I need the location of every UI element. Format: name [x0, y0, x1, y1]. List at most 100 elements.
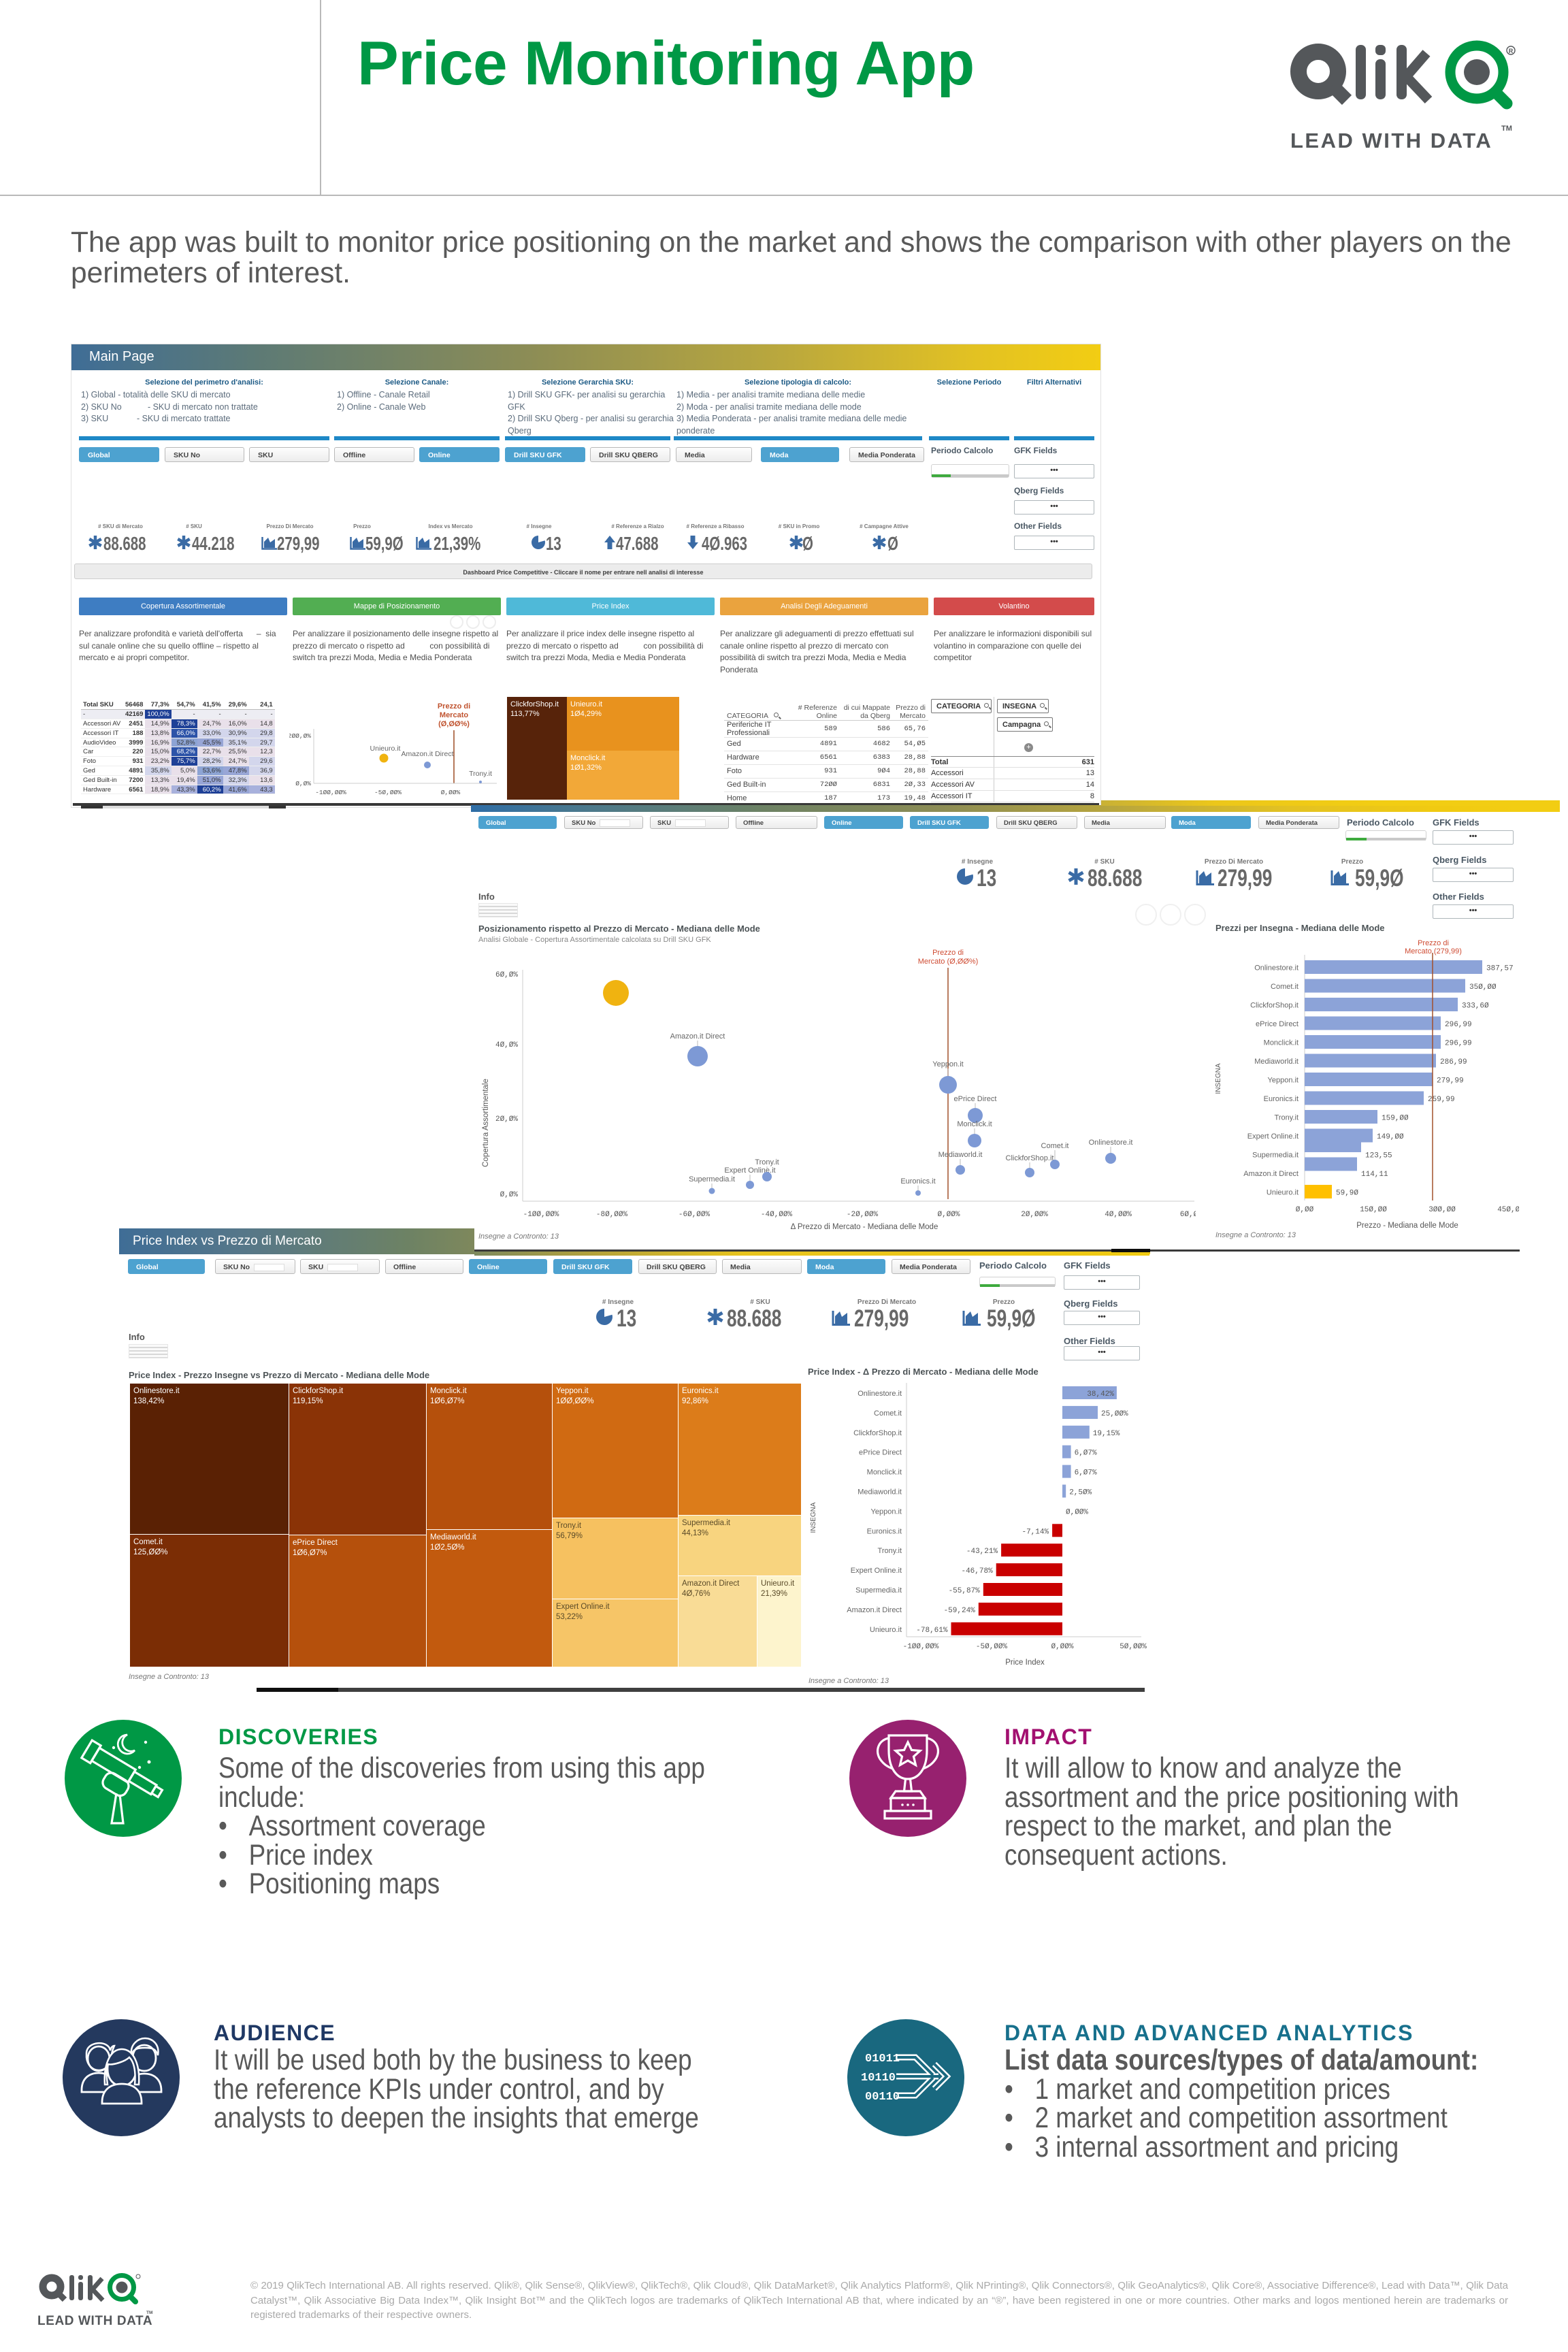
svg-text:Supermedia.it: Supermedia.it [1252, 1152, 1298, 1160]
svg-text:Ø,Ø%: Ø,Ø% [500, 1191, 519, 1199]
svg-text:4Ø,ØØ%: 4Ø,ØØ% [1105, 1211, 1132, 1219]
svg-text:114,11: 114,11 [1361, 1171, 1388, 1179]
svg-text:Mercato (279,99): Mercato (279,99) [1405, 947, 1462, 956]
svg-text:387,57: 387,57 [1486, 965, 1514, 973]
svg-text:4Ø,Ø%: 4Ø,Ø% [495, 1041, 518, 1049]
svg-text:Unieuro.it: Unieuro.it [370, 745, 401, 753]
svg-text:Amazon.it Direct: Amazon.it Direct [847, 1606, 902, 1614]
svg-text:-5Ø,ØØ%: -5Ø,ØØ% [976, 1643, 1008, 1651]
svg-text:Amazon.it Direct: Amazon.it Direct [1243, 1170, 1298, 1178]
svg-text:Trony.it: Trony.it [878, 1547, 902, 1555]
svg-text:Price Index: Price Index [1005, 1659, 1045, 1667]
svg-text:INSEGNA: INSEGNA [810, 1502, 817, 1533]
svg-text:Expert Online.it: Expert Online.it [1247, 1132, 1298, 1141]
svg-text:-2Ø,ØØ%: -2Ø,ØØ% [847, 1211, 879, 1219]
svg-text:Ø,ØØ%: Ø,ØØ% [1051, 1643, 1073, 1651]
svg-text:Mediaworld.it: Mediaworld.it [858, 1488, 902, 1497]
svg-text:2ØØ,Ø%: 2ØØ,Ø% [289, 732, 311, 740]
svg-text:-43,21%: -43,21% [966, 1548, 998, 1556]
svg-text:Onlinestore.it: Onlinestore.it [1254, 964, 1298, 973]
svg-text:Prezzo di: Prezzo di [1418, 939, 1449, 947]
svg-text:10110: 10110 [861, 2072, 896, 2085]
svg-text:6Ø,Ø: 6Ø,Ø [1180, 1211, 1196, 1219]
svg-text:296,99: 296,99 [1445, 1040, 1472, 1048]
svg-text:TM: TM [146, 2310, 152, 2315]
svg-text:-78,61%: -78,61% [916, 1627, 948, 1635]
svg-text:Prezzi per Insegna - Mediana d: Prezzi per Insegna - Mediana delle Mode [1215, 923, 1385, 933]
svg-text:2Ø,Ø%: 2Ø,Ø% [495, 1115, 518, 1124]
svg-text:Monclick.it: Monclick.it [1264, 1039, 1298, 1047]
svg-text:2Ø,ØØ%: 2Ø,ØØ% [1021, 1211, 1048, 1219]
svg-text:38,42%: 38,42% [1087, 1390, 1114, 1399]
svg-text:3ØØ,ØØ: 3ØØ,ØØ [1428, 1206, 1456, 1214]
svg-text:Copertura Assortimentale: Copertura Assortimentale [482, 1079, 490, 1167]
svg-text:Onlinestore.it: Onlinestore.it [858, 1390, 902, 1398]
svg-text:Insegne a Contronto: 13: Insegne a Contronto: 13 [808, 1677, 889, 1685]
svg-text:6,Ø7%: 6,Ø7% [1075, 1469, 1097, 1477]
svg-text:159,ØØ: 159,ØØ [1382, 1115, 1409, 1123]
svg-text:35Ø,ØØ: 35Ø,ØØ [1469, 983, 1497, 992]
svg-text:-6Ø,ØØ%: -6Ø,ØØ% [679, 1211, 710, 1219]
svg-text:Insegne a Contronto: 13: Insegne a Contronto: 13 [1215, 1231, 1296, 1239]
svg-text:2,5Ø%: 2,5Ø% [1069, 1489, 1092, 1497]
svg-text:Ø,ØØ: Ø,ØØ [1296, 1206, 1314, 1214]
svg-text:Prezzo - Mediana delle Mode: Prezzo - Mediana delle Mode [1356, 1222, 1458, 1230]
svg-text:Supermedia.it: Supermedia.it [689, 1175, 735, 1183]
svg-text:LEAD WITH DATA: LEAD WITH DATA [1290, 129, 1492, 152]
svg-text:Yeppon.it: Yeppon.it [932, 1060, 963, 1068]
svg-text:Ø,ØØ%: Ø,ØØ% [1066, 1508, 1088, 1516]
svg-text:Prezzo di: Prezzo di [438, 702, 470, 710]
svg-text:Ø,ØØ%: Ø,ØØ% [441, 789, 461, 796]
svg-text:25,ØØ%: 25,ØØ% [1101, 1410, 1128, 1418]
svg-text:Amazon.it Direct: Amazon.it Direct [670, 1032, 725, 1041]
svg-text:-1ØØ,ØØ%: -1ØØ,ØØ% [903, 1643, 939, 1651]
svg-text:6,Ø7%: 6,Ø7% [1075, 1450, 1097, 1458]
svg-text:279,99: 279,99 [1437, 1077, 1464, 1085]
svg-text:ClickforShop.it: ClickforShop.it [1006, 1154, 1054, 1162]
svg-text:00110: 00110 [865, 2091, 900, 2104]
svg-text:123,55: 123,55 [1365, 1152, 1392, 1160]
svg-text:-1ØØ,ØØ%: -1ØØ,ØØ% [523, 1211, 559, 1219]
svg-text:333,6Ø: 333,6Ø [1462, 1002, 1489, 1011]
svg-text:-5Ø,ØØ%: -5Ø,ØØ% [374, 789, 402, 796]
svg-text:-8Ø,ØØ%: -8Ø,ØØ% [596, 1211, 628, 1219]
svg-text:296,99: 296,99 [1445, 1021, 1472, 1029]
svg-text:Amazon.it Direct: Amazon.it Direct [401, 750, 453, 758]
svg-text:Trony.it: Trony.it [469, 770, 492, 778]
svg-text:15Ø,ØØ: 15Ø,ØØ [1360, 1206, 1387, 1214]
svg-text:-7,14%: -7,14% [1022, 1528, 1049, 1536]
svg-text:ePrice Direct: ePrice Direct [859, 1449, 902, 1457]
svg-text:Price Index - Δ Prezzo di Merc: Price Index - Δ Prezzo di Mercato - Medi… [808, 1367, 1039, 1377]
svg-text:-1ØØ,ØØ%: -1ØØ,ØØ% [315, 789, 346, 796]
svg-text:Trony.it: Trony.it [1275, 1114, 1298, 1122]
svg-text:Euronics.it: Euronics.it [1264, 1095, 1298, 1103]
svg-text:45Ø,ØØ: 45Ø,ØØ [1497, 1206, 1519, 1214]
svg-text:LEAD WITH DATA: LEAD WITH DATA [37, 2314, 152, 2328]
svg-text:Expert Online.it: Expert Online.it [851, 1567, 902, 1575]
svg-text:ClickforShop.it: ClickforShop.it [853, 1429, 902, 1437]
svg-text:Comet.it: Comet.it [874, 1409, 902, 1418]
svg-text:Insegne a Contronto: 13: Insegne a Contronto: 13 [478, 1232, 559, 1241]
svg-text:259,99: 259,99 [1428, 1096, 1455, 1104]
svg-text:Yeppon.it: Yeppon.it [1268, 1077, 1298, 1085]
svg-text:ePrice Direct: ePrice Direct [954, 1095, 997, 1103]
svg-text:INSEGNA: INSEGNA [1215, 1063, 1222, 1094]
svg-text:Ø,ØØ%: Ø,ØØ% [937, 1211, 960, 1219]
svg-text:Comet.it: Comet.it [1041, 1142, 1069, 1150]
svg-text:ClickforShop.it: ClickforShop.it [1250, 1002, 1298, 1010]
svg-text:ePrice Direct: ePrice Direct [1256, 1020, 1298, 1028]
svg-text:Euronics.it: Euronics.it [900, 1177, 935, 1186]
svg-text:149,ØØ: 149,ØØ [1377, 1133, 1404, 1141]
svg-text:-4Ø,ØØ%: -4Ø,ØØ% [761, 1211, 793, 1219]
svg-text:286,99: 286,99 [1440, 1058, 1467, 1066]
svg-text:19,15%: 19,15% [1093, 1430, 1120, 1438]
svg-text:Comet.it: Comet.it [1271, 983, 1298, 991]
svg-text:01011: 01011 [865, 2053, 900, 2065]
svg-text:Prezzo di: Prezzo di [932, 949, 964, 957]
svg-text:Δ Prezzo di Mercato - Mediana: Δ Prezzo di Mercato - Mediana delle Mode [791, 1223, 938, 1231]
svg-text:Euronics.it: Euronics.it [867, 1527, 902, 1535]
svg-text:Unieuro.it: Unieuro.it [870, 1626, 902, 1634]
svg-text:5Ø,ØØ%: 5Ø,ØØ% [1120, 1643, 1147, 1651]
svg-text:Expert Online.it: Expert Online.it [724, 1166, 775, 1175]
svg-text:Mediaworld.it: Mediaworld.it [938, 1151, 983, 1159]
